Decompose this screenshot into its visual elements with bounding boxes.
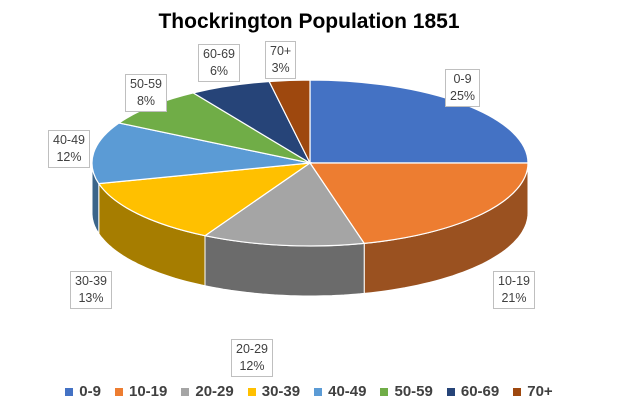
chart-legend: 0-9 10-19 20-29 30-39 40-49 50-59 60-69 … [0, 383, 618, 400]
legend-item-50-59: 50-59 [380, 383, 433, 400]
data-label-50-59: 50-59 8% [125, 74, 167, 112]
data-label-70plus: 70+ 3% [265, 41, 297, 79]
legend-swatch-icon [446, 387, 455, 396]
data-label-60-69: 60-69 6% [198, 44, 240, 82]
data-label-40-49: 40-49 12% [48, 130, 90, 168]
legend-item-30-39: 30-39 [247, 383, 300, 400]
chart-title: Thockrington Population 1851 [158, 10, 460, 33]
legend-item-0-9: 0-9 [65, 383, 101, 400]
data-label-30-39: 30-39 13% [70, 271, 112, 309]
legend-swatch-icon [314, 387, 323, 396]
legend-swatch-icon [114, 387, 123, 396]
legend-item-20-29: 20-29 [181, 383, 234, 400]
legend-item-70plus: 70+ [513, 383, 553, 400]
legend-item-40-49: 40-49 [314, 383, 366, 400]
legend-item-10-19: 10-19 [114, 383, 167, 400]
legend-swatch-icon [513, 387, 522, 396]
legend-swatch-icon [181, 387, 190, 396]
data-label-0-9: 0-9 25% [445, 69, 481, 107]
legend-item-60-69: 60-69 [446, 383, 499, 400]
data-label-10-19: 10-19 21% [493, 271, 535, 309]
data-label-20-29: 20-29 12% [231, 339, 273, 377]
legend-swatch-icon [380, 387, 389, 396]
legend-swatch-icon [65, 387, 74, 396]
legend-swatch-icon [247, 387, 256, 396]
